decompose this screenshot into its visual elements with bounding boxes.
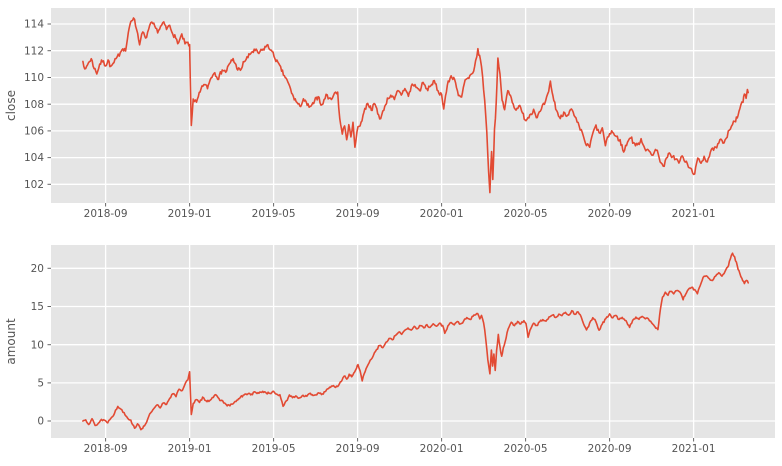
axes-panel-amount: 0 5 10 15 20 2018-09 2019-01 2019-05 2019-09 2020… [31, 245, 775, 455]
x-tick-label: 2018-09 [84, 443, 128, 455]
x-tick-label: 2019-01 [168, 208, 212, 220]
top-y-axis-label: close [4, 90, 18, 121]
y-tick-label: 106 [24, 125, 44, 137]
x-tick-label: 2020-05 [504, 208, 548, 220]
y-tick-label: 15 [31, 301, 44, 313]
y-tick-label: 10 [31, 339, 44, 351]
x-tick-label: 2020-01 [420, 208, 464, 220]
x-tick-label: 2019-01 [168, 443, 212, 455]
axes-panel-close: 102 104 106 108 110 112 114 2018-09 2019-01 2019-… [24, 8, 775, 220]
y-tick-label: 0 [37, 416, 44, 428]
y-tick-label: 114 [24, 19, 44, 31]
y-tick-label: 108 [24, 99, 44, 111]
y-tick-label: 102 [24, 179, 44, 191]
y-tick-label: 20 [31, 263, 44, 275]
plot-area [51, 245, 775, 438]
chart-panels: 102 104 106 108 110 112 114 2018-09 2019-01 2019-… [24, 8, 775, 455]
x-tick-label: 2019-09 [336, 443, 380, 455]
x-tick-label: 2019-05 [252, 443, 296, 455]
series-line-close [82, 17, 749, 194]
x-tick-label: 2020-05 [504, 443, 548, 455]
y-tick-label: 104 [24, 152, 44, 164]
x-tick-label: 2018-09 [84, 208, 128, 220]
x-tick-label: 2020-09 [588, 208, 632, 220]
x-tick-label: 2019-09 [336, 208, 380, 220]
y-tick-label: 112 [24, 45, 44, 57]
x-tick-label: 2020-01 [420, 443, 464, 455]
x-tick-label: 2020-09 [588, 443, 632, 455]
y-tick-label: 110 [24, 72, 44, 84]
plot-area [51, 8, 775, 203]
x-tick-label: 2021-01 [672, 208, 716, 220]
x-tick-label: 2021-01 [672, 443, 716, 455]
y-tick-label: 5 [37, 377, 44, 389]
series-line-amount [82, 252, 749, 431]
bottom-y-axis-label: amount [4, 318, 18, 365]
x-tick-label: 2019-05 [252, 208, 296, 220]
